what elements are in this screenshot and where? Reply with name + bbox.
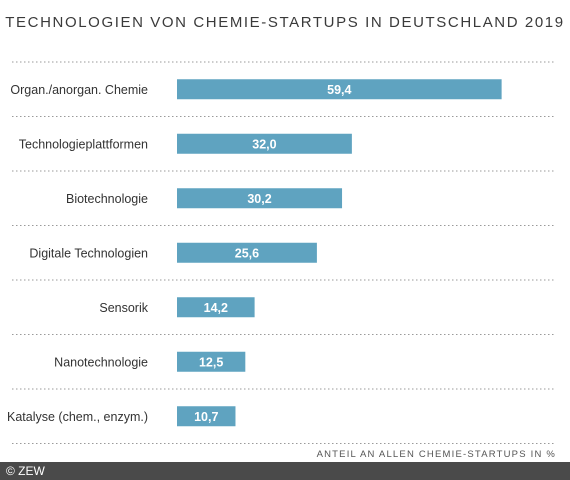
category-label: Sensorik — [99, 301, 148, 315]
bar-value-label: 30,2 — [247, 192, 271, 206]
category-label: Organ./anorgan. Chemie — [10, 83, 148, 97]
bar-value-label: 25,6 — [235, 246, 259, 260]
category-label: Katalyse (chem., enzym.) — [7, 410, 148, 424]
bar-value-label: 14,2 — [204, 301, 228, 315]
bar — [177, 133, 352, 154]
bar — [177, 406, 236, 427]
grid-lines — [12, 61, 556, 444]
bar — [177, 297, 255, 318]
bar — [177, 351, 246, 372]
bar — [177, 242, 317, 263]
copyright-text: © ZEW — [6, 464, 45, 478]
x-axis-label: ANTEIL AN ALLEN CHEMIE-STARTUPS IN % — [316, 449, 556, 460]
bar-value-label: 59,4 — [327, 83, 351, 97]
bar — [177, 188, 343, 209]
bar-value-label: 10,7 — [194, 410, 218, 424]
chart-title: TECHNOLOGIEN VON CHEMIE-STARTUPS IN DEUT… — [5, 14, 565, 31]
bars — [177, 79, 502, 427]
footer-bar: © ZEW — [0, 462, 570, 480]
category-label: Biotechnologie — [66, 192, 148, 206]
category-label: Technologieplattformen — [19, 137, 148, 151]
category-label: Nanotechnologie — [54, 355, 148, 369]
category-label: Digitale Technologien — [29, 246, 148, 260]
bar-value-label: 32,0 — [252, 137, 276, 151]
bar — [177, 79, 502, 100]
value-labels: 59,4 32,0 30,2 25,6 14,2 12,5 10,7 — [194, 83, 351, 424]
category-labels: Organ./anorgan. Chemie Technologieplattfo… — [7, 83, 149, 424]
bar-value-label: 12,5 — [199, 355, 223, 369]
